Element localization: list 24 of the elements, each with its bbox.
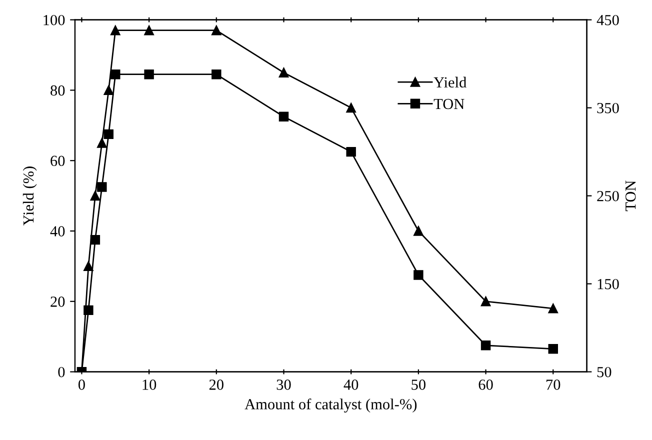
legend-label: Yield — [434, 76, 466, 88]
y-tick-label: 0 — [58, 366, 65, 378]
x-tick-label: 20 — [209, 380, 224, 390]
x-tick-label: 50 — [412, 380, 426, 390]
y-tick-label: 80 — [50, 85, 65, 96]
legend-label: TON — [434, 98, 464, 110]
y2-tick-label: 150 — [598, 278, 619, 290]
y2-tick-label: 50 — [597, 366, 612, 378]
x-axis-title: Amount of catalyst (mol-%) — [244, 398, 417, 413]
y-tick-label: 40 — [50, 226, 65, 236]
x-tick-label: 30 — [276, 380, 291, 390]
y-tick-label: 20 — [50, 296, 65, 307]
x-tick-label: 70 — [546, 380, 560, 390]
x-tick-label: 60 — [478, 380, 493, 390]
x-tick-label: 10 — [142, 380, 156, 390]
y-axis-title: Yield (%) — [22, 166, 37, 226]
y2-tick-label: 350 — [597, 102, 619, 114]
y2-axis-title: TON — [625, 180, 636, 212]
x-tick-label: 0 — [78, 380, 85, 390]
x-tick-label: 40 — [344, 380, 358, 390]
y-tick-label: 60 — [50, 156, 65, 166]
y-tick-label: 100 — [44, 14, 65, 26]
y2-tick-label: 450 — [596, 14, 619, 26]
y2-tick-label: 250 — [597, 190, 619, 202]
